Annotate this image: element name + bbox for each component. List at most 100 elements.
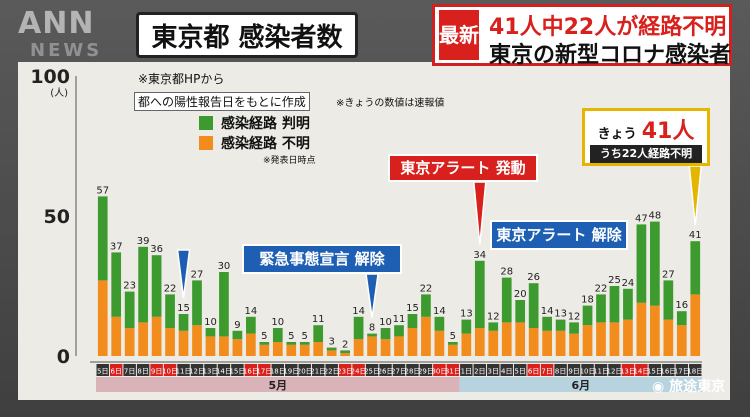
bar-known (205, 328, 216, 337)
bar-known (232, 330, 243, 340)
x-tick-label: 30日 (431, 368, 447, 376)
data-label: 2 (342, 339, 348, 350)
date-cell (433, 364, 446, 376)
data-label: 30 (218, 261, 231, 272)
x-tick-label: 28日 (405, 368, 421, 376)
x-tick-label: 15日 (229, 368, 245, 376)
x-tick-label: 11日 (593, 368, 609, 376)
bar-known (299, 342, 310, 345)
date-cell (96, 364, 109, 376)
x-tick-label: 8日 (137, 368, 148, 376)
bar-unknown (246, 333, 256, 356)
date-cell (419, 364, 433, 376)
month-label-june: 6月 (571, 379, 590, 392)
date-cell (244, 364, 258, 376)
bar-known (394, 325, 404, 337)
data-label: 28 (500, 267, 513, 278)
bar-known (650, 221, 660, 306)
emergency-end-pointer (365, 273, 379, 318)
date-cell (594, 364, 608, 376)
today-callout: きょう 41人 うち22人経路不明 (582, 108, 710, 166)
bar-unknown (326, 350, 337, 356)
bar-known (340, 350, 350, 354)
data-label: 57 (96, 185, 109, 196)
emergency-end-callout: 緊急事態宣言 解除 (242, 244, 402, 274)
bar-known (407, 314, 418, 328)
data-label: 13 (460, 309, 473, 320)
bar-known (165, 294, 175, 328)
bar-unknown (259, 344, 270, 356)
x-tick-label: 4日 (501, 368, 512, 376)
x-tick-label: 13日 (620, 368, 636, 376)
x-tick-label: 27日 (391, 368, 407, 376)
bar-unknown (138, 322, 148, 356)
bar-known (380, 328, 391, 340)
bar-unknown (555, 330, 566, 356)
data-label: 27 (191, 269, 204, 280)
x-tick-label: 17日 (256, 368, 272, 376)
month-label-may: 5月 (268, 379, 287, 392)
date-cell (648, 364, 662, 376)
x-tick-label: 7日 (124, 368, 135, 376)
bar-unknown (515, 322, 526, 356)
date-cell (123, 364, 136, 376)
x-tick-label: 22日 (324, 368, 340, 376)
data-label: 11 (312, 314, 325, 325)
bar-known (286, 342, 297, 345)
x-tick-label: 3日 (488, 368, 499, 376)
data-label: 27 (662, 269, 675, 280)
source-watermark: ◉ 旅途東京 (652, 376, 725, 396)
x-tick-label: 11日 (176, 368, 192, 376)
date-cell (352, 364, 365, 376)
y-tick-label: 50 (44, 206, 70, 228)
legend-swatch-known (199, 116, 213, 130)
bar-known (111, 252, 122, 317)
date-cell (365, 364, 379, 376)
x-tick-label: 14日 (633, 368, 649, 376)
legend-item-unknown: 感染経路 不明 (199, 133, 316, 153)
bar-unknown (111, 316, 122, 356)
data-label: 22 (595, 283, 608, 294)
data-label: 16 (675, 300, 688, 311)
date-cell (325, 364, 338, 376)
bar-known (421, 294, 431, 317)
x-tick-label: 18日 (270, 368, 286, 376)
data-label: 10 (379, 317, 392, 328)
legend-label-known: 感染経路 判明 (221, 116, 310, 132)
x-tick-label: 13日 (203, 368, 219, 376)
x-tick-label: 17日 (674, 368, 690, 376)
date-cell (136, 364, 150, 376)
date-cell (338, 364, 352, 376)
date-cell (204, 364, 217, 376)
date-cell (190, 364, 204, 376)
data-label: 23 (123, 281, 136, 292)
x-tick-label: 5日 (514, 368, 525, 376)
bar-known (542, 316, 552, 331)
chart-title: 東京都 感染者数 (136, 12, 358, 58)
bar-unknown (97, 280, 108, 356)
y-tick-label: 100 (30, 66, 70, 88)
data-label: 34 (473, 250, 486, 261)
date-cell (554, 364, 567, 376)
date-cell (527, 364, 540, 376)
bar-unknown (394, 336, 404, 356)
x-tick-label: 15日 (647, 368, 663, 376)
month-band-may (96, 377, 460, 392)
x-tick-label: 19日 (283, 368, 299, 376)
today-value: 41人 (641, 119, 695, 144)
data-label: 47 (635, 213, 648, 224)
x-tick-label: 10日 (580, 368, 596, 376)
x-tick-label: 31日 (445, 368, 461, 376)
x-tick-label: 12日 (607, 368, 623, 376)
bar-known (515, 300, 526, 323)
bar-unknown (609, 322, 620, 356)
x-tick-label: 12日 (189, 368, 205, 376)
bar-unknown (663, 319, 674, 356)
bar-unknown (151, 316, 162, 356)
x-tick-label: 26日 (378, 368, 394, 376)
today-value-note: ※きょうの数値は速報値 (336, 98, 445, 109)
data-label: 9 (234, 320, 240, 331)
data-label: 12 (487, 311, 500, 322)
bar-known (501, 277, 512, 323)
